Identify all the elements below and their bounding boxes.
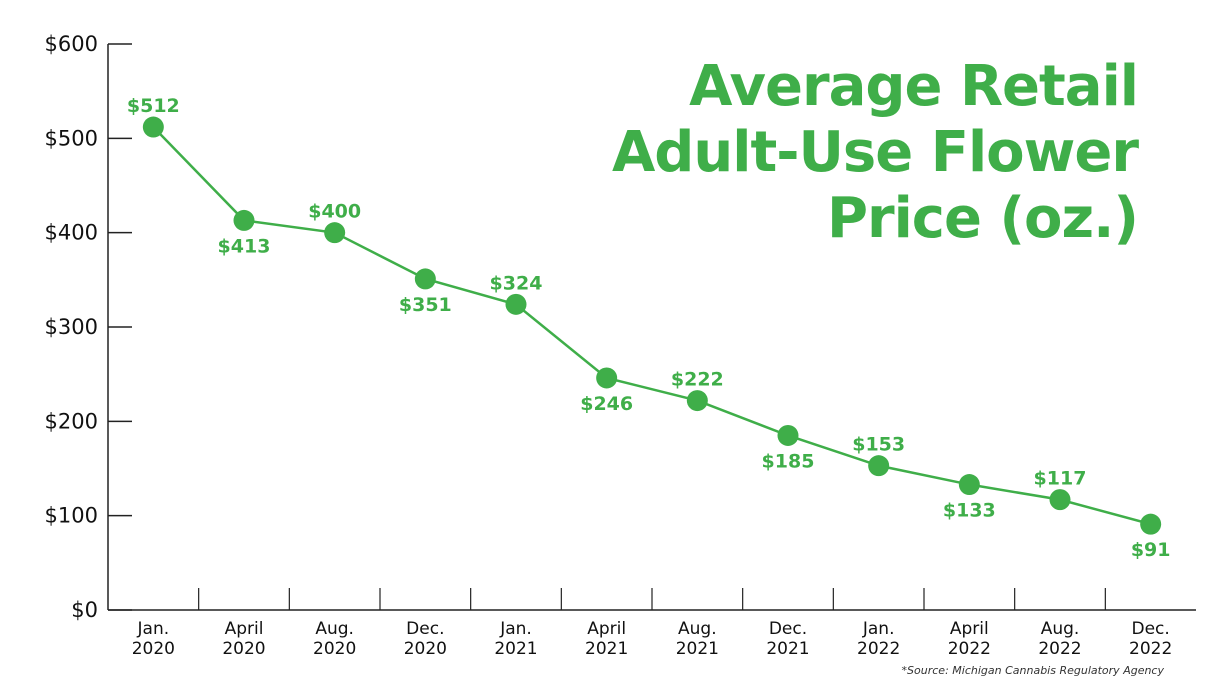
x-tick-label: 2021	[494, 639, 537, 659]
data-label: $222	[671, 369, 724, 391]
y-tick-label: $600	[45, 32, 98, 56]
data-label: $324	[490, 272, 543, 294]
y-tick-label: $400	[45, 221, 98, 245]
chart-title-line-1: Average Retail	[689, 54, 1139, 119]
data-label: $185	[762, 450, 815, 472]
data-point	[233, 209, 255, 231]
data-point	[686, 390, 708, 412]
x-tick-label: 2022	[1038, 639, 1081, 659]
x-tick-label: 2021	[585, 639, 628, 659]
data-label: $246	[580, 393, 633, 415]
x-tick-label: Jan.	[499, 619, 532, 639]
data-point	[414, 268, 436, 290]
data-point	[868, 455, 890, 477]
x-tick-label: Dec.	[769, 619, 807, 639]
y-tick-label: $300	[45, 315, 98, 339]
data-point	[777, 424, 799, 446]
data-point	[324, 222, 346, 244]
x-tick-label: April	[587, 619, 626, 639]
x-tick-label: 2021	[676, 639, 719, 659]
data-point	[505, 293, 527, 315]
chart-title-line-3: Price (oz.)	[826, 186, 1139, 251]
data-label: $351	[399, 294, 452, 316]
x-tick-label: 2022	[1129, 639, 1172, 659]
data-point	[1049, 489, 1071, 511]
series-line	[152, 126, 1151, 526]
data-label: $413	[218, 235, 271, 257]
source-note: *Source: Michigan Cannabis Regulatory Ag…	[901, 664, 1164, 677]
chart-title-line-2: Adult-Use Flower	[611, 120, 1139, 185]
x-tick-label: Dec.	[1132, 619, 1170, 639]
data-point	[958, 474, 980, 496]
x-tick-label: Jan.	[862, 619, 895, 639]
data-point	[142, 116, 164, 138]
x-tick-label: 2020	[313, 639, 356, 659]
y-tick-label: $0	[71, 598, 98, 622]
data-label: $117	[1034, 468, 1087, 490]
x-tick-label: Aug.	[678, 619, 717, 639]
y-tick-label: $500	[45, 126, 98, 150]
y-tick-label: $100	[45, 504, 98, 528]
data-label: $400	[308, 201, 361, 223]
x-tick-label: 2021	[766, 639, 809, 659]
data-point	[596, 367, 618, 389]
x-tick-label: Dec.	[406, 619, 444, 639]
x-tick-label: April	[950, 619, 989, 639]
x-tick-label: Jan.	[137, 619, 170, 639]
x-tick-label: April	[225, 619, 264, 639]
x-tick-label: 2020	[222, 639, 265, 659]
x-tick-label: Aug.	[315, 619, 354, 639]
x-tick-label: 2022	[948, 639, 991, 659]
x-tick-label: Aug.	[1041, 619, 1080, 639]
data-label: $133	[943, 500, 996, 522]
data-label: $153	[852, 434, 905, 456]
chart-title: Average Retail Adult-Use Flower Price (o…	[498, 54, 1139, 252]
data-label: $91	[1131, 539, 1171, 561]
data-label: $512	[127, 95, 180, 117]
y-tick-label: $200	[45, 409, 98, 433]
x-tick-label: 2022	[857, 639, 900, 659]
x-tick-label: 2020	[404, 639, 447, 659]
data-point	[1140, 513, 1162, 535]
x-tick-label: 2020	[132, 639, 175, 659]
